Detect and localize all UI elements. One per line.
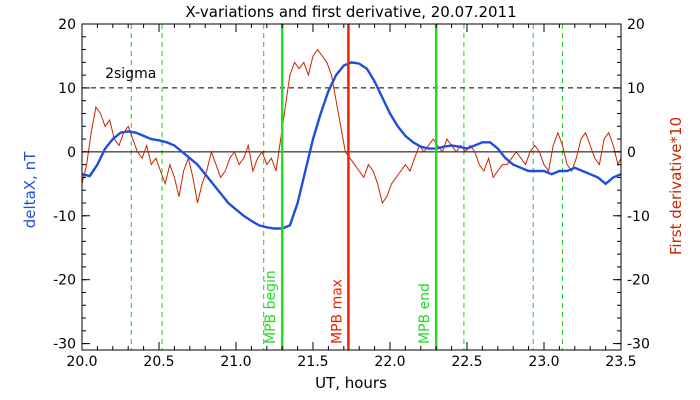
series-line-deltax — [81, 61, 622, 230]
x-tick-label: 22.5 — [451, 354, 482, 370]
x-tick-label: 22.0 — [374, 354, 405, 370]
y-tick-label-right: -30 — [627, 337, 650, 353]
y-tick-label-right: 10 — [627, 81, 645, 97]
mpb-label: MPB max — [329, 279, 345, 344]
x-axis-label: UT, hours — [315, 374, 387, 392]
y-tick-label-right: 0 — [627, 145, 636, 161]
mpb-label: MPB begin — [263, 270, 279, 344]
plot-frame — [81, 23, 622, 351]
series-line-derivative — [81, 48, 622, 205]
y-tick-label-left: 20 — [58, 17, 76, 33]
y-tick-label-right: 20 — [627, 17, 645, 33]
y-tick-label-right: -20 — [627, 273, 650, 289]
y-tick-label-left: -20 — [53, 273, 76, 289]
chart-title: X-variations and first derivative, 20.07… — [185, 3, 516, 21]
x-tick-label: 21.0 — [220, 354, 251, 370]
y-tick-label-left: 10 — [58, 81, 76, 97]
x-tick-label: 20.5 — [143, 354, 174, 370]
x-tick-label: 21.5 — [297, 354, 328, 370]
right-axis-label: First derivative*10 — [667, 117, 685, 255]
y-tick-label-left: -30 — [53, 337, 76, 353]
left-axis-label: deltaX, nT — [21, 151, 39, 228]
sigma-label: 2sigma — [105, 66, 156, 82]
y-tick-label-left: 0 — [67, 145, 76, 161]
y-tick-label-left: -10 — [53, 209, 76, 225]
x-tick-label: 23.0 — [528, 354, 559, 370]
x-tick-label: 20.0 — [66, 354, 97, 370]
mpb-label: MPB end — [417, 283, 433, 344]
y-tick-label-right: -10 — [627, 209, 650, 225]
x-tick-label: 23.5 — [605, 354, 636, 370]
